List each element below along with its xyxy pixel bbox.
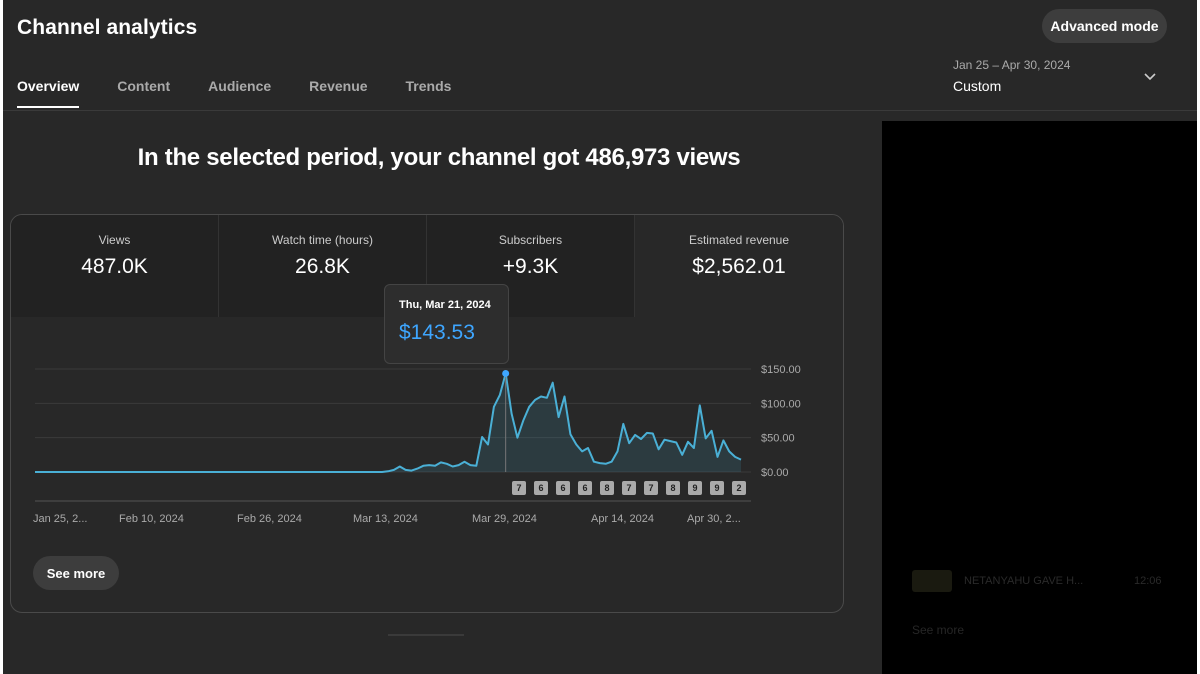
tab-trends[interactable]: Trends [405, 78, 452, 94]
video-marker [666, 481, 680, 495]
video-marker [578, 481, 592, 495]
video-marker-count: 7 [516, 483, 521, 493]
metric-label: Subscribers [498, 233, 563, 247]
metric-label: Views [98, 233, 131, 247]
date-range-label: Custom [953, 78, 1002, 94]
y-tick-label: $0.00 [761, 467, 789, 479]
page-title: Channel analytics [17, 16, 198, 39]
tab-overview[interactable]: Overview [17, 78, 80, 108]
tab-bar: Overview Content Audience Revenue Trends [17, 78, 489, 108]
window-edge-right [1197, 0, 1200, 674]
video-marker [688, 481, 702, 495]
x-tick-label: Mar 13, 2024 [353, 513, 418, 525]
metric-label: Watch time (hours) [272, 233, 373, 247]
video-marker-count: 6 [560, 483, 565, 493]
overview-chart-card: Views 487.0K Watch time (hours) 26.8K Su… [10, 214, 844, 613]
y-tick-label: $150.00 [761, 364, 801, 376]
summary-headline: In the selected period, your channel got… [137, 144, 741, 171]
video-marker [600, 481, 614, 495]
y-tick-label: $50.00 [761, 433, 795, 445]
date-range-dates: Jan 25 – Apr 30, 2024 [953, 58, 1071, 72]
video-marker [534, 481, 548, 495]
video-marker-count: 2 [736, 483, 741, 493]
video-marker [556, 481, 570, 495]
metric-label: Estimated revenue [688, 233, 790, 247]
advanced-mode-button[interactable]: Advanced mode [1042, 9, 1167, 43]
video-marker-count: 7 [648, 483, 653, 493]
side-see-more-link[interactable]: See more [912, 623, 965, 637]
tab-revenue[interactable]: Revenue [309, 78, 368, 94]
x-tick-label: Apr 30, 2... [687, 513, 741, 525]
window-edge-left [0, 0, 3, 674]
video-marker-count: 8 [604, 483, 609, 493]
video-marker-count: 6 [582, 483, 587, 493]
video-value: 12:06 [1134, 575, 1162, 587]
series-area [35, 373, 741, 472]
scroll-indicator [388, 634, 464, 636]
video-marker-count: 9 [692, 483, 697, 493]
tooltip-date: Thu, Mar 21, 2024 [399, 299, 491, 311]
chart-tooltip: Thu, Mar 21, 2024 $143.53 [384, 284, 509, 364]
video-marker [644, 481, 658, 495]
video-marker-count: 8 [670, 483, 675, 493]
video-marker-count: 7 [626, 483, 631, 493]
video-title: NETANYAHU GAVE H... [964, 575, 1084, 587]
tooltip-value: $143.53 [399, 321, 475, 344]
chevron-down-icon [1144, 73, 1156, 81]
date-range-picker[interactable]: Jan 25 – Apr 30, 2024 Custom [953, 58, 1163, 98]
metric-views[interactable]: Views 487.0K [11, 215, 219, 317]
video-marker [512, 481, 526, 495]
tab-audience[interactable]: Audience [208, 78, 272, 94]
metric-value: +9.3K [502, 255, 559, 278]
hover-point [502, 369, 510, 377]
video-marker-count: 9 [714, 483, 719, 493]
x-tick-label: Jan 25, 2... [33, 513, 87, 525]
video-marker [710, 481, 724, 495]
revenue-line-chart[interactable]: $150.00 $100.00 $50.00 $0.00 Jan 25, 2... Feb… [11, 215, 844, 613]
metric-estimated-revenue[interactable]: Estimated revenue $2,562.01 [635, 215, 843, 317]
x-tick-label: Feb 26, 2024 [237, 513, 302, 525]
header-divider [3, 110, 1197, 111]
x-tick-label: Mar 29, 2024 [472, 513, 537, 525]
x-tick-label: Feb 10, 2024 [119, 513, 184, 525]
y-tick-label: $100.00 [761, 398, 801, 410]
video-thumbnail [912, 570, 952, 592]
video-marker [622, 481, 636, 495]
video-marker [732, 481, 746, 495]
metric-value: 26.8K [295, 255, 350, 278]
x-tick-label: Apr 14, 2024 [591, 513, 654, 525]
list-item: NETANYAHU GAVE H... 12:06 [912, 570, 1162, 592]
metric-value: $2,562.01 [692, 255, 786, 278]
tab-content[interactable]: Content [117, 78, 171, 94]
see-more-button[interactable]: See more [33, 556, 119, 590]
series-line [35, 372, 742, 473]
video-marker-count: 6 [538, 483, 543, 493]
metric-value: 487.0K [81, 255, 148, 278]
